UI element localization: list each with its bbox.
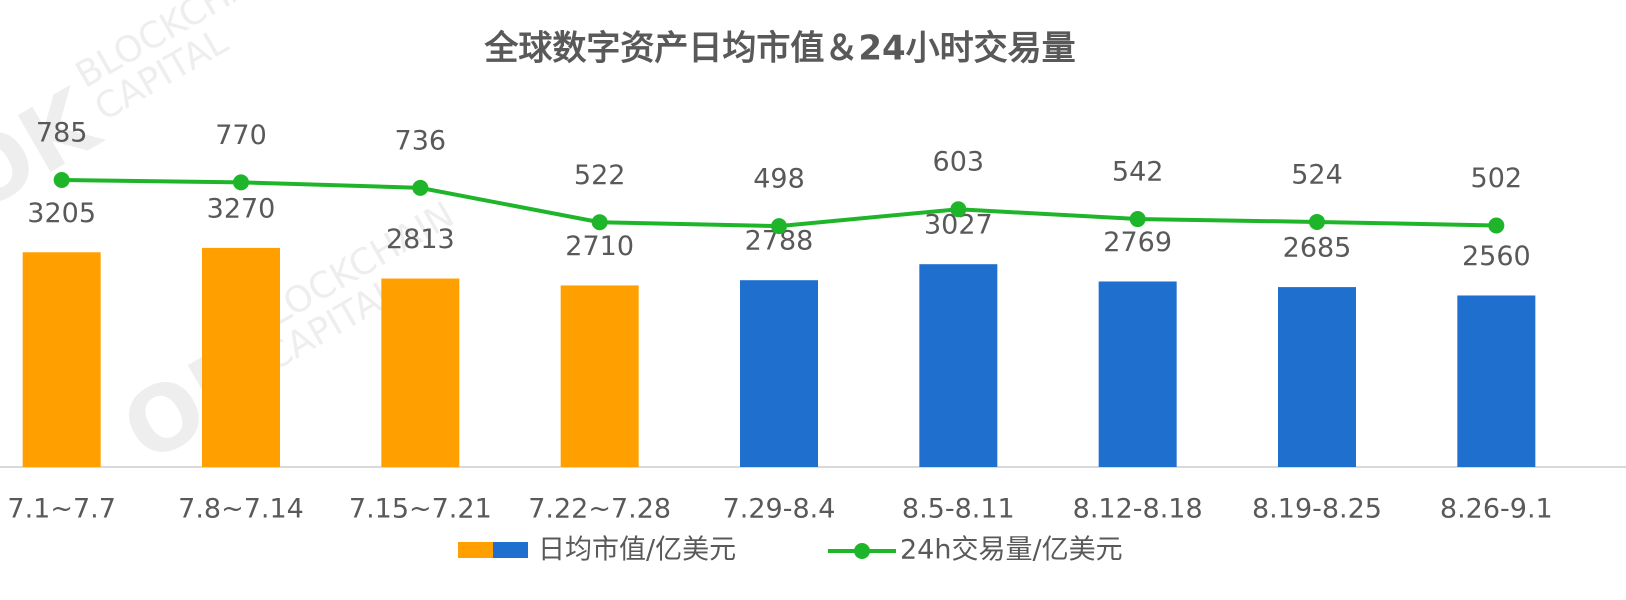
line-value-label: 502 xyxy=(1471,163,1523,194)
line-point xyxy=(1309,213,1325,230)
x-tick-label: 8.26-9.1 xyxy=(1440,494,1553,525)
line-point xyxy=(950,201,967,218)
line-point xyxy=(233,174,249,191)
bar xyxy=(560,285,639,467)
line-point xyxy=(771,218,787,235)
x-tick-label: 8.12-8.18 xyxy=(1073,494,1203,525)
line-point xyxy=(53,171,70,188)
bar xyxy=(1278,287,1356,467)
line-value-label: 785 xyxy=(36,117,88,148)
bar xyxy=(740,280,818,467)
bar-value-label: 3270 xyxy=(207,193,276,224)
bar xyxy=(22,252,101,467)
line-point xyxy=(412,179,429,196)
line-value-label: 542 xyxy=(1112,157,1164,188)
bar-value-label: 2813 xyxy=(386,224,455,255)
line-value-label: 498 xyxy=(753,164,805,195)
legend-label: 日均市值/亿美元 xyxy=(538,535,736,566)
line-value-label: 603 xyxy=(933,147,985,178)
x-tick-label: 8.19-8.25 xyxy=(1252,494,1382,525)
line-point xyxy=(591,214,608,231)
bar-value-label: 2710 xyxy=(565,231,634,262)
bar xyxy=(202,247,280,467)
x-tick-label: 7.22~7.28 xyxy=(528,494,671,525)
line-point xyxy=(1129,211,1146,228)
legend-swatch xyxy=(493,542,528,558)
bar-value-label: 2769 xyxy=(1103,227,1172,258)
bar xyxy=(919,264,998,467)
bar-value-label: 2560 xyxy=(1462,241,1531,272)
x-tick-label: 7.29-8.4 xyxy=(723,494,836,525)
legend-swatch-dot xyxy=(854,543,870,559)
chart-title: 全球数字资产日均市值＆24小时交易量 xyxy=(483,29,1075,69)
line-value-label: 522 xyxy=(574,160,626,191)
x-tick-label: 7.15~7.21 xyxy=(349,494,492,525)
line-value-label: 736 xyxy=(395,125,447,156)
bar xyxy=(1457,295,1536,467)
x-tick-label: 7.1~7.7 xyxy=(7,494,116,525)
line-value-label: 770 xyxy=(215,120,267,151)
bar xyxy=(1098,281,1177,467)
x-tick-label: 7.8~7.14 xyxy=(178,494,304,525)
legend-swatch xyxy=(458,542,493,558)
line-point xyxy=(1488,217,1505,234)
bar-value-label: 3205 xyxy=(27,198,96,229)
line-value-label: 524 xyxy=(1291,159,1343,190)
legend-label: 24h交易量/亿美元 xyxy=(900,535,1123,566)
x-tick-label: 8.5-8.11 xyxy=(902,494,1015,525)
bar xyxy=(381,278,460,467)
bar-value-label: 2685 xyxy=(1283,233,1352,264)
